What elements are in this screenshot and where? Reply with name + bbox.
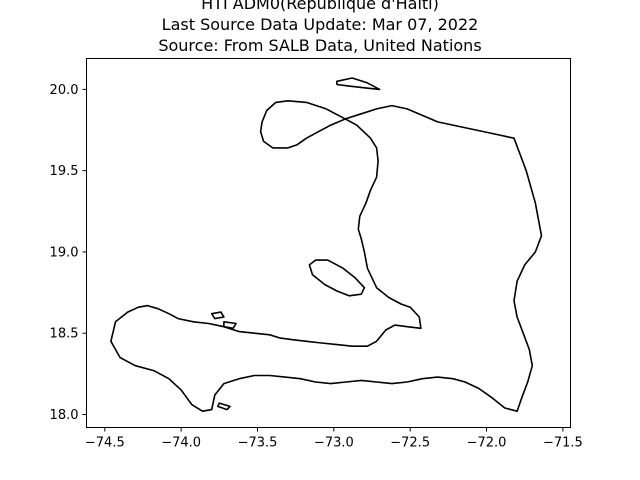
y-tick-label: 19.0 <box>50 245 79 260</box>
boundary-tortuga-island <box>336 77 381 91</box>
y-tick-label: 20.0 <box>50 83 79 98</box>
title-line-2: Last Source Data Update: Mar 07, 2022 <box>161 15 479 34</box>
axes-frame <box>86 58 571 428</box>
boundary-gonave-island <box>308 259 366 297</box>
plot-area <box>110 77 543 412</box>
x-tick-label: −71.5 <box>543 436 583 451</box>
boundary-cayemites-island-1 <box>210 311 225 320</box>
y-tick-label: 19.5 <box>50 164 79 179</box>
y-tick-label: 18.5 <box>50 327 79 342</box>
y-tick-label: 18.0 <box>50 408 79 423</box>
boundary-cayemites-island-2 <box>223 321 237 330</box>
x-axis: −74.5 −74.0 −73.5 −73.0 −72.5 −72.0 −71.5 <box>85 427 583 451</box>
x-tick-label: −73.5 <box>238 436 278 451</box>
boundary-south-cay <box>217 402 231 411</box>
x-tick-label: −72.5 <box>390 436 430 451</box>
x-tick-label: −74.0 <box>161 436 201 451</box>
title-line-1: HTI ADM0(République d'Haïti) <box>201 0 439 13</box>
x-tick-label: −74.5 <box>85 436 125 451</box>
y-axis: 18.0 18.5 19.0 19.5 20.0 <box>50 83 87 423</box>
x-tick-label: −72.0 <box>467 436 507 451</box>
map-title: HTI ADM0(République d'Haïti) Last Source… <box>0 0 640 56</box>
boundary-mainland <box>110 100 543 412</box>
title-line-3: Source: From SALB Data, United Nations <box>158 36 482 55</box>
x-tick-label: −73.0 <box>314 436 354 451</box>
